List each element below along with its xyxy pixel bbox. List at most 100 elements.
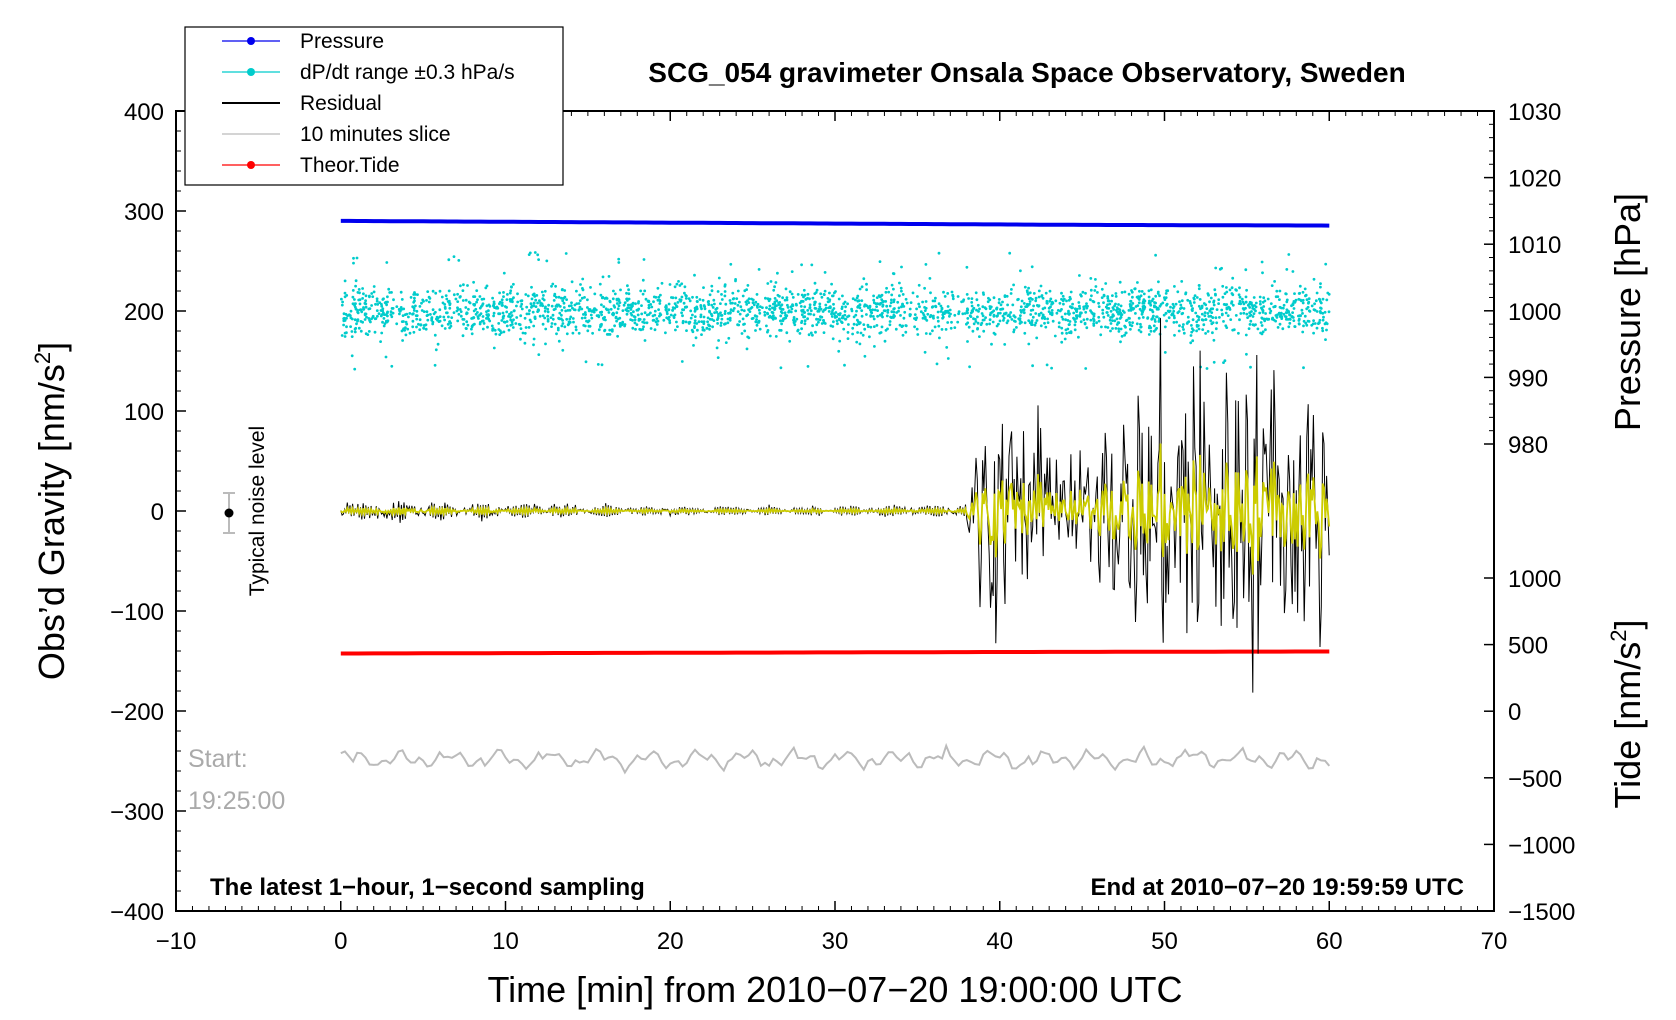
y-tick-label: 100: [124, 399, 164, 426]
dpdt-point: [1134, 312, 1137, 315]
dpdt-point: [1307, 297, 1311, 301]
dpdt-point: [1069, 305, 1073, 309]
dpdt-point: [1041, 313, 1045, 317]
dpdt-point: [956, 295, 960, 298]
dpdt-point: [1234, 288, 1238, 291]
dpdt-point: [1084, 291, 1087, 295]
dpdt-point: [1043, 315, 1046, 319]
dpdt-point: [530, 285, 533, 289]
dpdt-point: [858, 303, 862, 307]
dpdt-point: [974, 291, 978, 295]
dpdt-point: [1264, 312, 1267, 315]
dpdt-point: [808, 306, 812, 309]
dpdt-point: [580, 307, 584, 311]
dpdt-point: [941, 311, 945, 315]
dpdt-point: [553, 322, 557, 326]
dpdt-point: [635, 323, 639, 326]
dpdt-point: [392, 298, 395, 302]
dpdt-point: [840, 305, 844, 309]
dpdt-point: [1276, 295, 1280, 298]
dpdt-point: [823, 289, 827, 293]
dpdt-point: [796, 293, 800, 296]
x-tick-label: −10: [156, 928, 197, 955]
dpdt-point: [1072, 316, 1075, 320]
dpdt-point: [837, 349, 841, 353]
pressure-tick-label: 1030: [1508, 99, 1561, 126]
dpdt-point: [657, 308, 660, 311]
dpdt-point: [452, 293, 456, 297]
x-tick-label: 50: [1151, 928, 1178, 955]
dpdt-point: [878, 313, 882, 317]
dpdt-point: [411, 305, 415, 309]
dpdt-point: [1234, 314, 1238, 317]
dpdt-point: [395, 305, 399, 308]
dpdt-point: [619, 288, 622, 292]
dpdt-point: [785, 298, 789, 302]
dpdt-point: [349, 325, 352, 328]
dpdt-point: [1298, 314, 1302, 318]
dpdt-point: [654, 320, 658, 324]
dpdt-point: [351, 289, 355, 292]
dpdt-point: [627, 292, 631, 296]
dpdt-point: [586, 329, 590, 333]
dpdt-point: [422, 327, 426, 330]
dpdt-point: [427, 300, 431, 304]
legend-label: 10 minutes slice: [300, 123, 451, 146]
dpdt-point: [1066, 319, 1070, 322]
dpdt-point: [976, 327, 979, 330]
dpdt-point: [570, 301, 573, 305]
dpdt-point: [860, 299, 864, 302]
dpdt-point: [904, 297, 908, 301]
dpdt-point: [1071, 302, 1074, 306]
dpdt-point: [1137, 298, 1141, 301]
dpdt-point: [735, 297, 739, 300]
dpdt-point: [462, 322, 465, 326]
dpdt-point: [1139, 322, 1142, 326]
dpdt-point: [1261, 300, 1265, 304]
dpdt-point: [880, 298, 884, 301]
dpdt-point: [675, 320, 678, 324]
dpdt-point: [693, 321, 697, 325]
dpdt-point: [1245, 288, 1248, 292]
dpdt-point: [1123, 333, 1126, 337]
dpdt-point: [633, 321, 637, 325]
dpdt-point: [689, 316, 693, 320]
dpdt-point: [1127, 309, 1131, 312]
dpdt-point: [809, 312, 812, 316]
dpdt-point: [710, 289, 714, 293]
dpdt-point: [741, 294, 745, 298]
dpdt-point: [672, 316, 676, 319]
dpdt-point: [830, 315, 834, 318]
dpdt-point: [543, 306, 547, 310]
dpdt-point: [1258, 295, 1262, 299]
dpdt-point: [579, 283, 582, 286]
x-tick-label: 10: [492, 928, 519, 955]
dpdt-point: [595, 314, 599, 317]
dpdt-point: [401, 314, 405, 317]
dpdt-point: [688, 320, 692, 324]
dpdt-point: [692, 344, 695, 347]
dpdt-point: [1016, 298, 1019, 302]
legend-marker: [247, 37, 255, 45]
dpdt-point: [1012, 283, 1015, 287]
dpdt-point: [1249, 319, 1253, 323]
dpdt-point: [488, 319, 492, 323]
dpdt-point: [946, 305, 950, 308]
dpdt-point: [608, 328, 612, 332]
dpdt-point: [981, 305, 985, 309]
dpdt-point: [492, 302, 496, 306]
dpdt-point: [754, 300, 758, 304]
dpdt-point: [1141, 300, 1145, 303]
dpdt-point: [446, 322, 450, 326]
dpdt-point: [350, 330, 354, 333]
dpdt-point: [623, 301, 627, 305]
dpdt-point: [1220, 266, 1223, 270]
dpdt-point: [1164, 311, 1168, 315]
dpdt-point: [1325, 328, 1328, 332]
dpdt-point: [627, 288, 630, 292]
dpdt-point: [615, 302, 619, 305]
dpdt-point: [1189, 301, 1192, 305]
dpdt-point: [438, 308, 442, 312]
dpdt-point: [745, 314, 748, 318]
